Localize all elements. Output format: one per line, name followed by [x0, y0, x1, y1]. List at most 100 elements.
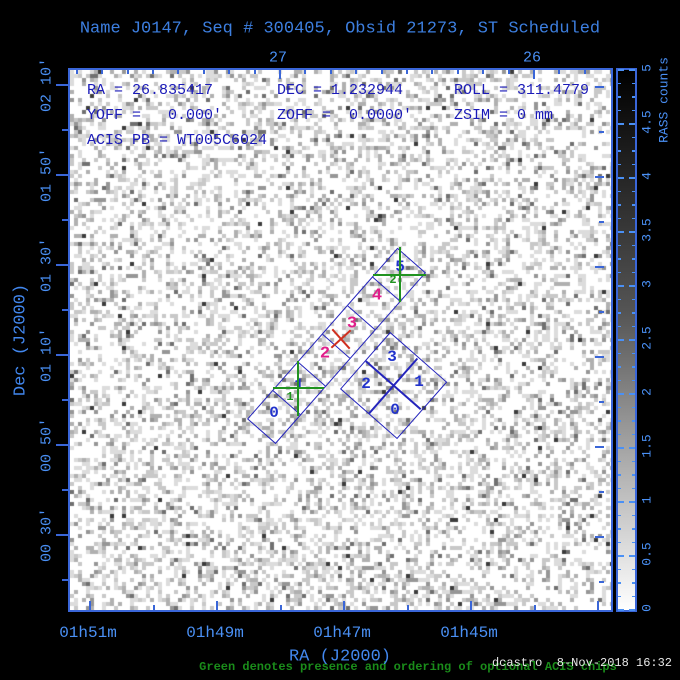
- colorbar-tick-label: 1.5: [639, 434, 655, 458]
- x-top-tick-label: 26: [522, 49, 542, 67]
- y-minor-tick: [62, 399, 68, 401]
- acis-s3-label: 3: [346, 314, 358, 334]
- colorbar-tick: [632, 312, 635, 314]
- colorbar-tick: [618, 447, 624, 449]
- colorbar-tick: [618, 150, 621, 152]
- dec-value: DEC = 1.232944: [277, 82, 404, 99]
- colorbar-tick: [618, 69, 624, 71]
- colorbar-tick: [632, 82, 635, 84]
- y-right-minor-tick: [599, 131, 604, 133]
- sky-plot-area: RA = 26.835417 DEC = 1.232944 ROLL = 311…: [68, 68, 617, 674]
- roll-value: ROLL = 311.4779: [454, 82, 590, 99]
- colorbar-tick: [632, 190, 635, 192]
- x-top-minor-tick: [558, 70, 561, 74]
- colorbar-tick-label: 4.5: [639, 110, 655, 134]
- x-top-minor-tick: [507, 70, 510, 74]
- acis-s2-label: 2: [319, 344, 331, 364]
- x-top-minor-tick: [202, 70, 205, 74]
- creator-timestamp: dcastro 8-Nov-2018 16:32: [491, 656, 672, 670]
- colorbar-tick: [618, 487, 621, 489]
- colorbar-tick: [632, 474, 635, 476]
- colorbar-tick-label: 4: [639, 172, 655, 180]
- colorbar-tick: [618, 312, 621, 314]
- colorbar-tick: [632, 217, 635, 219]
- y-right-major-tick: [595, 176, 604, 178]
- x-top-minor-tick: [126, 70, 129, 74]
- colorbar-tick: [618, 514, 621, 516]
- colorbar-tick: [629, 609, 635, 611]
- y-right-minor-tick: [599, 311, 604, 313]
- colorbar-tick: [629, 393, 635, 395]
- y-right-major-tick: [595, 356, 604, 358]
- colorbar-tick: [632, 244, 635, 246]
- y-tick-label: 01 50': [38, 147, 56, 203]
- zoff-value: ZOFF = 0.0000': [277, 107, 413, 124]
- y-minor-tick: [62, 219, 68, 221]
- colorbar-tick: [618, 325, 621, 327]
- y-major-tick: [56, 444, 68, 446]
- x-top-major-tick: [279, 70, 281, 79]
- colorbar-tick: [618, 595, 621, 597]
- x-top-minor-tick: [329, 70, 332, 74]
- colorbar-tick: [618, 231, 624, 233]
- colorbar-tick: [618, 582, 621, 584]
- y-minor-tick: [62, 129, 68, 131]
- x-axis-title: RA (J2000): [288, 647, 392, 667]
- y-right-major-tick: [595, 446, 604, 448]
- colorbar-tick-label: 0.5: [639, 542, 655, 566]
- x-top-tick-label: 27: [268, 49, 288, 67]
- acis-s1-label: 1: [294, 376, 304, 394]
- colorbar-tick: [629, 285, 635, 287]
- colorbar-tick: [632, 420, 635, 422]
- colorbar-tick: [632, 163, 635, 165]
- x-top-minor-tick: [482, 70, 485, 74]
- colorbar-tick-label: 5: [639, 64, 655, 72]
- colorbar-tick: [618, 433, 621, 435]
- colorbar-title: RASS counts: [656, 57, 672, 143]
- colorbar-tick: [632, 258, 635, 260]
- colorbar-tick: [618, 244, 621, 246]
- y-right-major-tick: [595, 536, 604, 538]
- colorbar-tick: [629, 447, 635, 449]
- x-top-minor-tick: [228, 70, 231, 74]
- colorbar-tick: [618, 96, 621, 98]
- colorbar-tick: [632, 109, 635, 111]
- colorbar-tick: [632, 96, 635, 98]
- acis-i1-label: 1: [414, 373, 424, 391]
- y-right-major-tick: [595, 266, 604, 268]
- colorbar-tick: [629, 501, 635, 503]
- x-top-minor-tick: [456, 70, 459, 74]
- colorbar-tick-label: 3: [639, 280, 655, 288]
- x-major-tick: [470, 601, 472, 610]
- x-top-minor-tick: [101, 70, 104, 74]
- colorbar-tick: [618, 352, 621, 354]
- colorbar-tick: [618, 420, 621, 422]
- y-minor-tick: [62, 489, 68, 491]
- yoff-value: YOFF = 0.000': [87, 107, 223, 124]
- colorbar-tick: [618, 393, 624, 395]
- y-tick-label: 02 10': [38, 57, 56, 113]
- x-tick-label: 01h51m: [59, 624, 117, 642]
- colorbar-tick: [629, 69, 635, 71]
- colorbar-tick: [618, 298, 621, 300]
- colorbar-tick: [618, 109, 621, 111]
- colorbar-tick: [618, 555, 624, 557]
- acis-s0-label: 0: [269, 404, 279, 422]
- acis-i0-label: 0: [390, 401, 400, 419]
- colorbar-tick: [632, 514, 635, 516]
- y-axis-title: Dec (J2000): [11, 283, 31, 397]
- colorbar-tick: [632, 325, 635, 327]
- colorbar-tick-label: 2: [639, 388, 655, 396]
- colorbar-tick-label: 2.5: [639, 326, 655, 350]
- colorbar-tick: [618, 285, 624, 287]
- x-major-tick: [597, 601, 599, 610]
- optional-order-2-label: 2: [389, 273, 397, 287]
- colorbar-tick: [632, 595, 635, 597]
- y-right-minor-tick: [599, 221, 604, 223]
- x-tick-label: 01h47m: [313, 624, 371, 642]
- colorbar: [616, 68, 637, 612]
- x-minor-tick: [279, 605, 282, 610]
- colorbar-tick: [632, 528, 635, 530]
- y-major-tick: [56, 84, 68, 86]
- x-top-minor-tick: [431, 70, 434, 74]
